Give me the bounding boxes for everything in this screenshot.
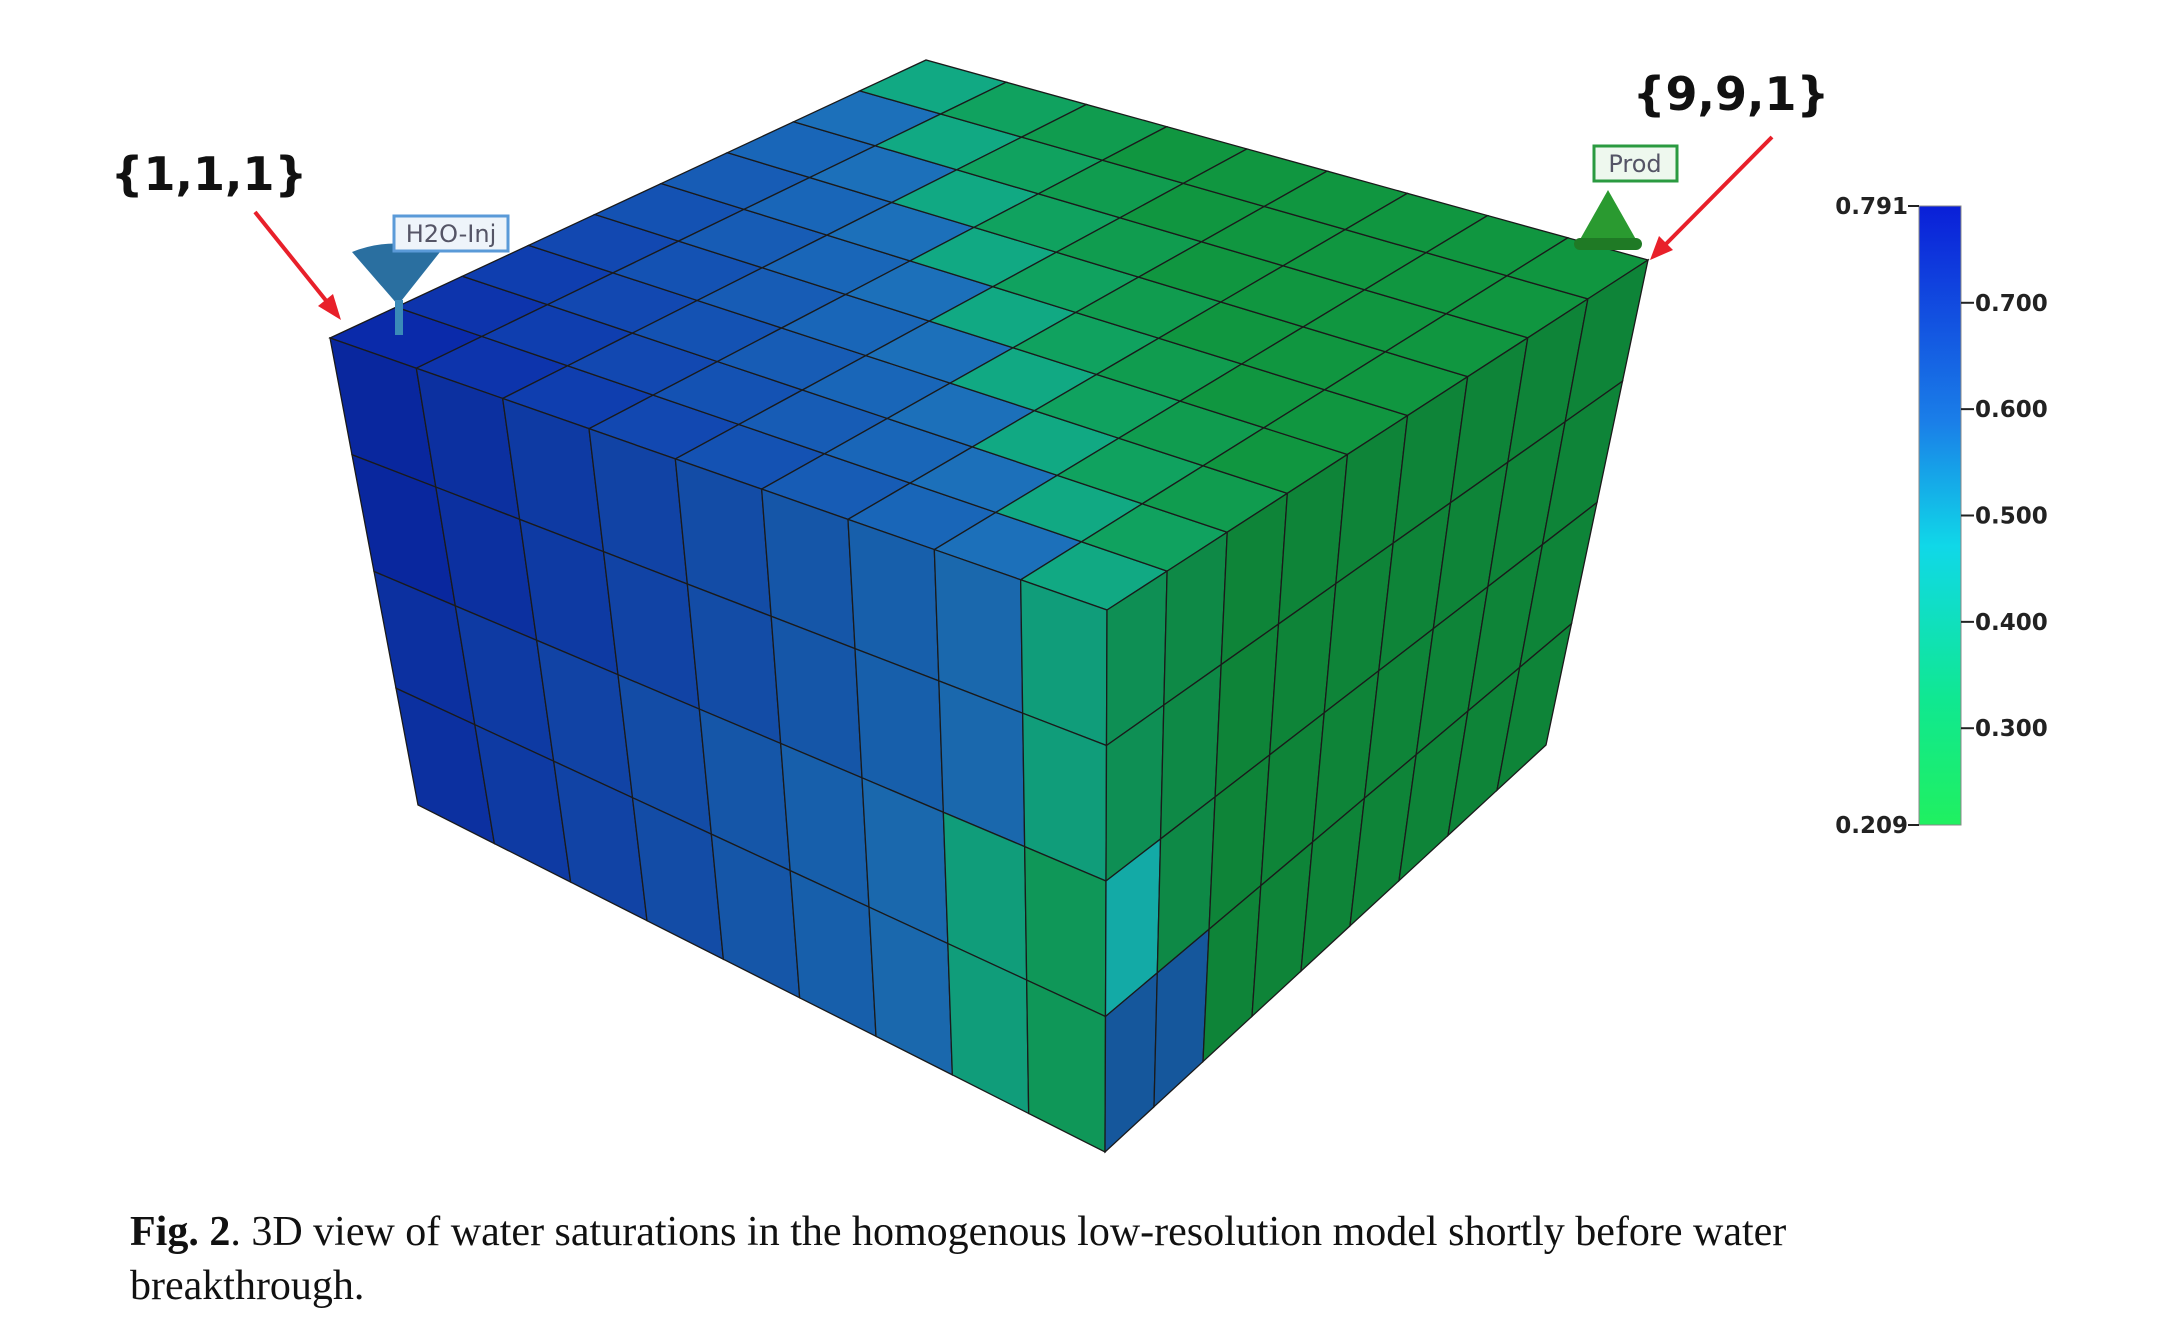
colorbar-max: 0.791 xyxy=(1835,194,1908,220)
caption: Fig. 2. 3D view of water saturations in … xyxy=(130,1205,2030,1313)
injector-stem xyxy=(395,300,403,335)
arrow xyxy=(253,210,334,310)
producer-label: Prod xyxy=(1608,150,1661,178)
colorbar-axis: 0.791 0.209 0.700 0.600 0.500 0.400 0.300 xyxy=(1835,194,2048,839)
colorbar-tick-label: 0.600 xyxy=(1975,397,2048,423)
colorbar-tick-label: 0.400 xyxy=(1975,610,2048,636)
colorbar-tick-label: 0.500 xyxy=(1975,504,2048,530)
cell-label: {1,1,1} xyxy=(111,147,307,201)
injector-icon xyxy=(352,243,440,305)
model-view: H2O-Inj Prod {1,1,1} {9,9,1} 0.7910.2090… xyxy=(111,59,2048,1154)
arrow xyxy=(1658,135,1774,252)
colorbar xyxy=(1918,205,1962,826)
grid-cell xyxy=(1496,622,1573,793)
colorbar-tick-label: 0.700 xyxy=(1975,291,2048,317)
grid-cube xyxy=(328,59,1650,1154)
colorbar-min: 0.209 xyxy=(1835,813,1908,839)
producer-base xyxy=(1574,238,1642,250)
colorbar-tick-label: 0.300 xyxy=(1975,716,2048,742)
injector-tag xyxy=(392,214,510,253)
caption-text: . 3D view of water saturations in the ho… xyxy=(130,1209,1787,1309)
injector-label: H2O-Inj xyxy=(406,220,497,248)
cell-label: {9,9,1} xyxy=(1633,67,1829,121)
producer-icon xyxy=(1578,190,1638,243)
caption-label: Fig. 2 xyxy=(130,1209,231,1255)
arrow-head xyxy=(1650,236,1673,260)
arrow-head xyxy=(318,294,341,320)
producer-tag xyxy=(1592,144,1679,183)
